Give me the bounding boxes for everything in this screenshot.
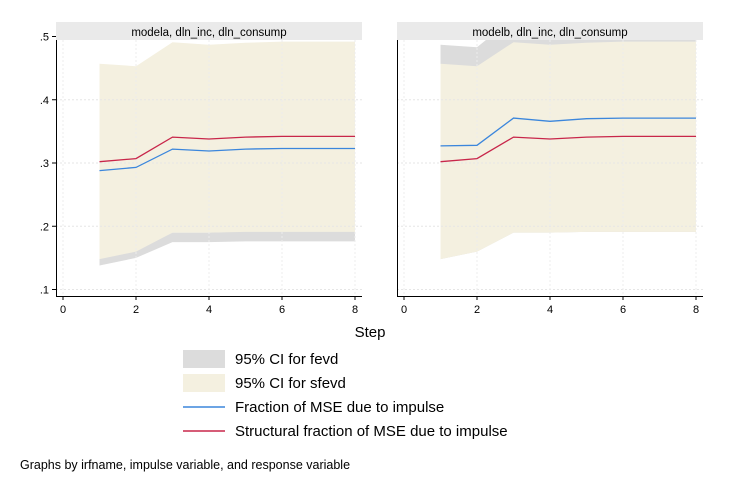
panel-strip: [397, 22, 703, 40]
x-tick-label: 4: [547, 304, 553, 316]
legend-swatch: [183, 374, 225, 392]
legend-item: Fraction of MSE due to impulse: [183, 399, 444, 416]
x-tick-label: 2: [133, 304, 139, 316]
sfevd-line: [99, 135, 355, 163]
legend-item: Structural fraction of MSE due to impuls…: [183, 423, 508, 440]
legend-item: 95% CI for sfevd: [183, 374, 346, 392]
x-tick-label: 8: [352, 304, 358, 316]
graph-note: Graphs by irfname, impulse variable, and…: [20, 458, 350, 472]
fevd-line: [99, 147, 355, 172]
x-tick-label: 4: [206, 304, 212, 316]
sfevd-line: [440, 135, 696, 163]
fevd-ci-band: [99, 231, 355, 266]
panel-strip: [56, 22, 362, 40]
x-axis-title: Step: [355, 324, 386, 341]
x-tick-label: 6: [279, 304, 285, 316]
y-tick-label: .5: [40, 32, 49, 44]
legend-label: 95% CI for fevd: [235, 351, 338, 368]
plot-area: [56, 40, 362, 296]
sfevd-ci-band: [440, 41, 696, 260]
panel-2: modelb, dln_inc, dln_consump 0 2 4 6 8: [397, 22, 703, 316]
y-tick-label: .3: [40, 158, 49, 170]
y-tick-label: .2: [40, 221, 49, 233]
panel-title: modela, dln_inc, dln_consump: [131, 27, 286, 39]
x-tick-label: 0: [60, 304, 66, 316]
x-tick-label: 8: [693, 304, 699, 316]
legend-label: Fraction of MSE due to impulse: [235, 399, 444, 416]
legend-label: 95% CI for sfevd: [235, 375, 346, 392]
plot-area: [397, 40, 703, 296]
x-tick-label: 2: [474, 304, 480, 316]
legend-item: 95% CI for fevd: [183, 350, 338, 368]
panel-1: modela, dln_inc, dln_consump .1 .2 .3 .4 .5 0 2…: [40, 22, 362, 316]
legend: 95% CI for fevd 95% CI for sfevd Fraction …: [183, 350, 508, 440]
legend-label: Structural fraction of MSE due to impuls…: [235, 423, 508, 440]
legend-swatch: [183, 350, 225, 368]
y-tick-label: .1: [40, 285, 49, 297]
y-tick-label: .4: [40, 95, 49, 107]
fevd-line: [440, 117, 696, 147]
x-tick-label: 6: [620, 304, 626, 316]
x-tick-label: 0: [401, 304, 407, 316]
panel-title: modelb, dln_inc, dln_consump: [472, 27, 627, 39]
